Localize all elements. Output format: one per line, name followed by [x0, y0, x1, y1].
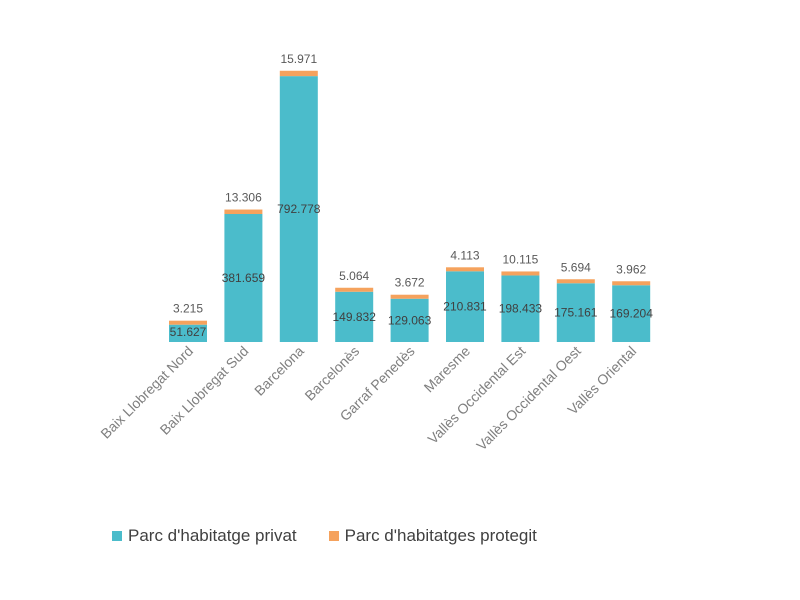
bar-protegit-4 — [390, 294, 429, 299]
bar-protegit-1 — [224, 209, 263, 215]
legend: Parc d'habitatge privat Parc d'habitatge… — [112, 526, 537, 546]
value-label-privat-5: 210.831 — [443, 300, 487, 314]
category-label-6: Vallès Occidental Est — [424, 343, 528, 447]
bar-protegit-2 — [279, 70, 318, 77]
value-label-privat-1: 381.659 — [222, 271, 266, 285]
legend-swatch-privat — [112, 531, 122, 541]
value-label-privat-7: 175.161 — [554, 306, 598, 320]
bar-protegit-3 — [335, 287, 374, 292]
value-label-privat-2: 792.778 — [277, 202, 321, 216]
value-label-protegit-7: 5.694 — [561, 260, 591, 274]
bar-protegit-7 — [556, 279, 595, 284]
bar-privat-3 — [335, 291, 374, 342]
legend-swatch-protegit — [328, 531, 339, 541]
category-label-2: Barcelona — [251, 343, 307, 399]
bar-privat-6 — [501, 275, 540, 342]
bar-privat-5 — [446, 271, 484, 342]
bar-privat-2 — [279, 76, 318, 342]
bar-privat-8 — [612, 285, 651, 342]
bar-privat-4 — [390, 298, 429, 342]
category-label-0: Baix Llobregat Nord — [97, 343, 196, 442]
value-label-privat-0: 51.627 — [170, 325, 207, 339]
value-label-protegit-0: 3.215 — [173, 302, 203, 316]
value-label-privat-4: 129.063 — [388, 313, 432, 327]
value-label-protegit-5: 4.113 — [450, 248, 479, 262]
bars-group — [169, 70, 651, 342]
category-label-7: Vallès Occidental Oest — [473, 343, 584, 454]
category-label-5: Maresme — [421, 343, 474, 396]
category-label-3: Barcelonès — [301, 343, 362, 404]
legend-label-privat: Parc d'habitatge privat — [128, 526, 297, 545]
value-label-privat-3: 149.832 — [333, 310, 377, 324]
bar-privat-7 — [556, 283, 595, 342]
value-label-protegit-3: 5.064 — [339, 269, 369, 283]
bar-privat-1 — [224, 214, 263, 342]
bar-privat-0 — [169, 324, 207, 342]
legend-item-privat: Parc d'habitatge privat — [112, 526, 297, 546]
value-label-protegit-1: 13.306 — [225, 191, 262, 205]
labels-group: 51.627 3.215 Baix Llobregat Nord 381.659 13.… — [97, 52, 653, 454]
bar-protegit-5 — [446, 267, 484, 272]
value-label-privat-8: 169.204 — [610, 307, 654, 321]
value-label-protegit-4: 3.672 — [395, 276, 425, 290]
bar-protegit-0 — [169, 320, 207, 325]
stacked-bar-chart: 51.627 3.215 Baix Llobregat Nord 381.659 13.… — [97, 52, 653, 454]
value-label-protegit-6: 10.115 — [502, 252, 538, 266]
value-label-protegit-2: 15.971 — [280, 52, 317, 66]
bar-protegit-6 — [501, 271, 540, 276]
value-label-protegit-8: 3.962 — [616, 262, 646, 276]
value-label-privat-6: 198.433 — [499, 302, 543, 316]
legend-item-protegit: Parc d'habitatges protegit — [328, 526, 537, 546]
bar-protegit-8 — [612, 281, 651, 286]
legend-label-protegit: Parc d'habitatges protegit — [344, 526, 537, 545]
